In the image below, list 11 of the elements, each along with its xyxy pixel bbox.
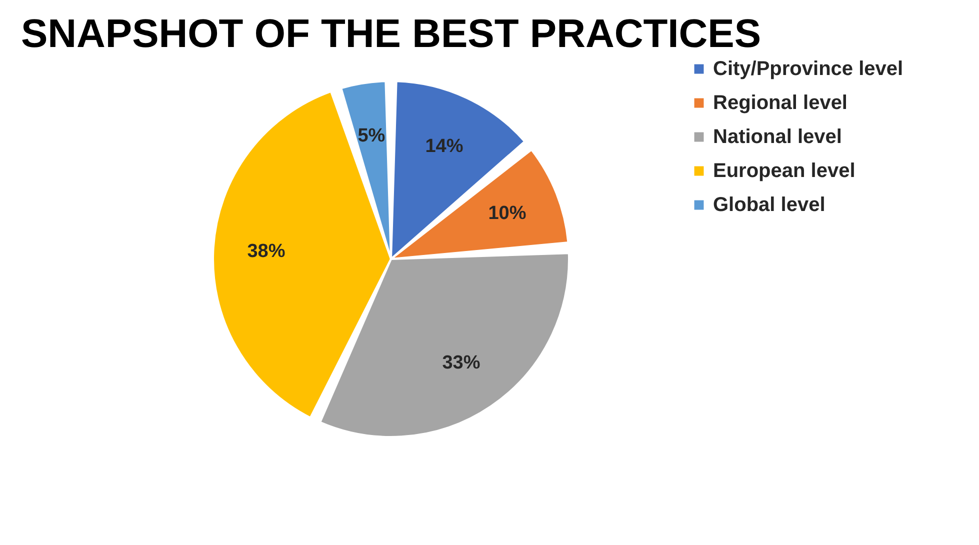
legend-label: Regional level: [713, 92, 848, 114]
data-label: 5%: [358, 126, 386, 147]
legend-label: National level: [713, 126, 842, 148]
data-label: 10%: [488, 202, 526, 224]
data-label: 14%: [425, 136, 464, 157]
data-label: 33%: [442, 352, 480, 374]
data-label: 38%: [247, 241, 286, 262]
legend-label: Global level: [713, 194, 826, 216]
legend-label: City/Pprovince level: [713, 58, 904, 80]
legend-label: European level: [713, 160, 856, 182]
chart-title: SNAPSHOT OF THE BEST PRACTICES: [20, 12, 762, 56]
